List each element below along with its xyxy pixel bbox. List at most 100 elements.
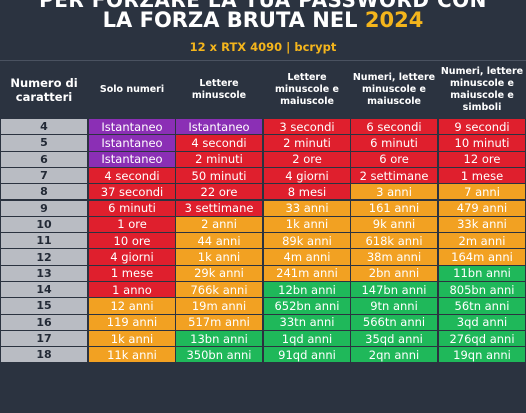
time-cell: 2 ore — [264, 151, 350, 167]
time-cell: 10 ore — [89, 233, 175, 249]
header-char-count: Numero di caratteri — [10, 76, 78, 104]
time-cell: 517m anni — [176, 314, 262, 330]
time-cell: 161 anni — [351, 200, 437, 216]
header-col-2: Lettere minuscole — [191, 78, 247, 101]
time-cell: 2qn anni — [351, 347, 437, 363]
time-cell: 38m anni — [351, 249, 437, 265]
time-cell: 618k anni — [351, 233, 437, 249]
time-cell: 9k anni — [351, 216, 437, 233]
time-cell: 4 giorni — [89, 249, 175, 265]
table-row: 12 4 giorni 1k anni 4m anni 38m anni 164m ann… — [0, 249, 526, 265]
time-cell: 1 mese — [439, 167, 525, 184]
time-cell: 12 ore — [439, 151, 525, 167]
char-count-cell: 9 — [1, 200, 87, 216]
time-cell: 4 secondi — [89, 167, 175, 184]
time-cell: 1k anni — [89, 330, 175, 347]
time-cell: 33 anni — [264, 200, 350, 216]
time-cell: 3 settimane — [176, 200, 262, 216]
time-cell: 2m anni — [439, 233, 525, 249]
time-cell: Istantaneo — [176, 119, 262, 135]
time-cell: 35qd anni — [351, 330, 437, 347]
time-cell: 1k anni — [264, 216, 350, 233]
table-row: 13 1 mese 29k anni 241m anni 2bn anni 11bn an… — [0, 265, 526, 282]
time-cell: 350bn anni — [176, 347, 262, 363]
time-cell: 566tn anni — [351, 314, 437, 330]
char-count-cell: 6 — [1, 151, 87, 167]
time-cell: 7 anni — [439, 184, 525, 200]
time-cell: 6 minuti — [89, 200, 175, 216]
time-cell: 50 minuti — [176, 167, 262, 184]
table-row: 14 1 anno 766k anni 12bn anni 147bn anni 805b… — [0, 282, 526, 298]
time-cell: 805bn anni — [439, 282, 525, 298]
time-cell: 44 anni — [176, 233, 262, 249]
char-count-cell: 11 — [1, 233, 87, 249]
time-cell: 56tn anni — [439, 298, 525, 314]
time-cell: 9 secondi — [439, 119, 525, 135]
header-col-5: Numeri, lettere minuscole e maiuscole e … — [440, 66, 524, 113]
time-cell: Istantaneo — [89, 151, 175, 167]
time-cell: 766k anni — [176, 282, 262, 298]
header-col-3: Lettere minuscole e maiuscole — [275, 72, 339, 107]
time-cell: 12 anni — [89, 298, 175, 314]
table-row: 16 119 anni 517m anni 33tn anni 566tn anni 3q… — [0, 314, 526, 331]
time-cell: Istantaneo — [89, 119, 175, 135]
time-cell: 11bn anni — [439, 265, 525, 281]
time-cell: 12bn anni — [264, 282, 350, 298]
title-text: LA FORZA BRUTA NEL — [102, 8, 358, 32]
title-year: 2024 — [364, 8, 424, 32]
table-row: 15 12 anni 19m anni 652bn anni 9tn anni 56tn … — [0, 298, 526, 314]
time-cell: 6 minuti — [351, 135, 437, 151]
time-cell: 1k anni — [176, 249, 262, 265]
char-count-cell: 5 — [1, 135, 87, 151]
time-cell: 3 secondi — [264, 119, 350, 135]
time-cell: 19m anni — [176, 298, 262, 314]
time-cell: 11k anni — [89, 347, 175, 363]
time-cell: 89k anni — [264, 233, 350, 249]
page-title: LA FORZA BRUTA NEL 2024 — [0, 8, 526, 32]
time-cell: 22 ore — [176, 184, 262, 200]
table-row: 18 11k anni 350bn anni 91qd anni 2qn anni 19q… — [0, 347, 526, 363]
time-cell: 4 giorni — [264, 167, 350, 184]
time-cell: 91qd anni — [264, 347, 350, 363]
time-cell: 276qd anni — [439, 330, 525, 347]
subtitle: 12 x RTX 4090 | bcrypt — [189, 40, 337, 54]
char-count-cell: 15 — [1, 298, 87, 314]
time-cell: 13bn anni — [176, 330, 262, 347]
time-cell: 241m anni — [264, 265, 350, 281]
time-cell: 6 ore — [351, 151, 437, 167]
table-row: 5 Istantaneo 4 secondi 2 minuti 6 minuti 10 m… — [0, 135, 526, 151]
time-cell: 9tn anni — [351, 298, 437, 314]
table-row: 11 10 ore 44 anni 89k anni 618k anni 2m anni — [0, 233, 526, 249]
time-cell: 147bn anni — [351, 282, 437, 298]
time-cell: 164m anni — [439, 249, 525, 265]
time-cell: 652bn anni — [264, 298, 350, 314]
time-cell: 37 secondi — [89, 184, 175, 200]
time-cell: 2 minuti — [264, 135, 350, 151]
table-row: 8 37 secondi 22 ore 8 mesi 3 anni 7 anni — [0, 184, 526, 200]
time-cell: 479 anni — [439, 200, 525, 216]
char-count-cell: 8 — [1, 184, 87, 200]
time-cell: 1 ore — [89, 216, 175, 233]
char-count-cell: 14 — [1, 282, 87, 298]
time-cell: 33tn anni — [264, 314, 350, 330]
time-cell: 2bn anni — [351, 265, 437, 281]
char-count-cell: 17 — [1, 330, 87, 347]
time-cell: 1qd anni — [264, 330, 350, 347]
time-cell: 33k anni — [439, 216, 525, 233]
time-cell: 1 anno — [89, 282, 175, 298]
char-count-cell: 13 — [1, 265, 87, 281]
time-cell: 3qd anni — [439, 314, 525, 330]
time-cell: 29k anni — [176, 265, 262, 281]
title-top: PER FORZARE LA TUA PASSWORD CON — [39, 0, 487, 12]
table-row: 10 1 ore 2 anni 1k anni 9k anni 33k anni — [0, 216, 526, 233]
char-count-cell: 18 — [1, 347, 87, 363]
char-count-cell: 10 — [1, 216, 87, 233]
time-cell: 1 mese — [89, 265, 175, 281]
table-header: Numero di caratteri Solo numeri Lettere mi… — [0, 62, 526, 118]
char-count-cell: 16 — [1, 314, 87, 330]
time-cell: 8 mesi — [264, 184, 350, 200]
header-col-1: Solo numeri — [99, 84, 165, 95]
time-cell: 2 minuti — [176, 151, 262, 167]
